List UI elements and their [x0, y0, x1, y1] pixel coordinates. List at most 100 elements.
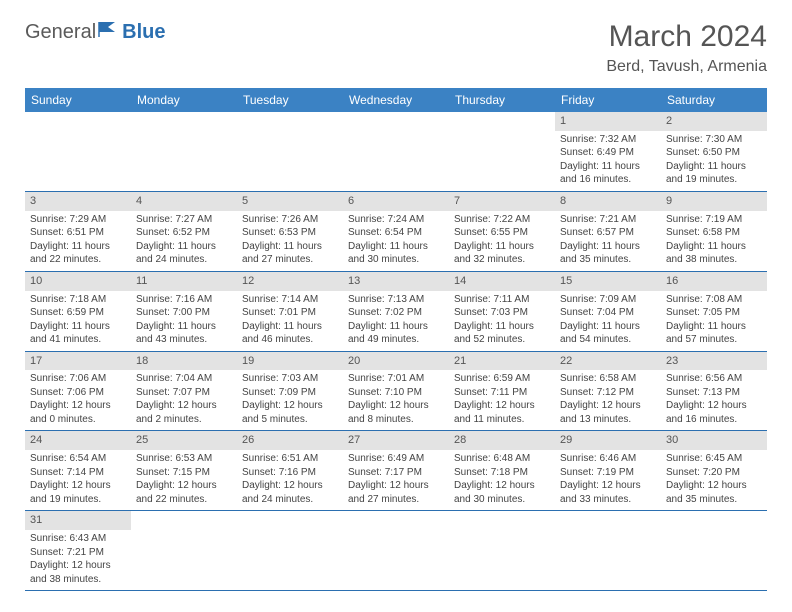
sunset-line: Sunset: 7:10 PM: [348, 386, 444, 400]
daylight-line: Daylight: 11 hours and 49 minutes.: [348, 320, 444, 347]
day-content: Sunrise: 7:11 AMSunset: 7:03 PMDaylight:…: [449, 291, 555, 351]
day-content: Sunrise: 6:49 AMSunset: 7:17 PMDaylight:…: [343, 450, 449, 510]
day-content: Sunrise: 7:27 AMSunset: 6:52 PMDaylight:…: [131, 211, 237, 271]
daylight-line: Daylight: 11 hours and 52 minutes.: [454, 320, 550, 347]
sunrise-line: Sunrise: 7:22 AM: [454, 213, 550, 227]
calendar-cell: 9Sunrise: 7:19 AMSunset: 6:58 PMDaylight…: [661, 191, 767, 271]
day-header: Wednesday: [343, 88, 449, 112]
daylight-line: Daylight: 12 hours and 11 minutes.: [454, 399, 550, 426]
daylight-line: Daylight: 11 hours and 27 minutes.: [242, 240, 338, 267]
day-content: Sunrise: 7:24 AMSunset: 6:54 PMDaylight:…: [343, 211, 449, 271]
calendar-cell: 29Sunrise: 6:46 AMSunset: 7:19 PMDayligh…: [555, 431, 661, 511]
sunrise-line: Sunrise: 7:01 AM: [348, 372, 444, 386]
day-number: 29: [555, 431, 661, 450]
day-header: Saturday: [661, 88, 767, 112]
calendar-cell: [555, 511, 661, 591]
calendar-cell: [25, 112, 131, 191]
sunset-line: Sunset: 7:16 PM: [242, 466, 338, 480]
calendar-cell: [237, 511, 343, 591]
month-title: March 2024: [606, 20, 767, 54]
daylight-line: Daylight: 11 hours and 32 minutes.: [454, 240, 550, 267]
sunset-line: Sunset: 7:15 PM: [136, 466, 232, 480]
daylight-line: Daylight: 12 hours and 30 minutes.: [454, 479, 550, 506]
day-content: Sunrise: 7:03 AMSunset: 7:09 PMDaylight:…: [237, 370, 343, 430]
sunset-line: Sunset: 6:59 PM: [30, 306, 126, 320]
day-header: Monday: [131, 88, 237, 112]
daylight-line: Daylight: 12 hours and 27 minutes.: [348, 479, 444, 506]
calendar-cell: [449, 112, 555, 191]
sunset-line: Sunset: 6:55 PM: [454, 226, 550, 240]
calendar-cell: 22Sunrise: 6:58 AMSunset: 7:12 PMDayligh…: [555, 351, 661, 431]
sunrise-line: Sunrise: 7:03 AM: [242, 372, 338, 386]
day-number: 21: [449, 352, 555, 371]
calendar-row: 31Sunrise: 6:43 AMSunset: 7:21 PMDayligh…: [25, 511, 767, 591]
calendar-row: 3Sunrise: 7:29 AMSunset: 6:51 PMDaylight…: [25, 191, 767, 271]
logo-text-general: General: [25, 21, 96, 44]
daylight-line: Daylight: 11 hours and 24 minutes.: [136, 240, 232, 267]
daylight-line: Daylight: 11 hours and 41 minutes.: [30, 320, 126, 347]
sunset-line: Sunset: 7:03 PM: [454, 306, 550, 320]
sunrise-line: Sunrise: 6:58 AM: [560, 372, 656, 386]
calendar-cell: 24Sunrise: 6:54 AMSunset: 7:14 PMDayligh…: [25, 431, 131, 511]
daylight-line: Daylight: 11 hours and 46 minutes.: [242, 320, 338, 347]
calendar-cell: 14Sunrise: 7:11 AMSunset: 7:03 PMDayligh…: [449, 271, 555, 351]
day-number: 15: [555, 272, 661, 291]
calendar-cell: 26Sunrise: 6:51 AMSunset: 7:16 PMDayligh…: [237, 431, 343, 511]
daylight-line: Daylight: 12 hours and 8 minutes.: [348, 399, 444, 426]
sunset-line: Sunset: 7:14 PM: [30, 466, 126, 480]
calendar-cell: 17Sunrise: 7:06 AMSunset: 7:06 PMDayligh…: [25, 351, 131, 431]
sunset-line: Sunset: 7:13 PM: [666, 386, 762, 400]
daylight-line: Daylight: 12 hours and 24 minutes.: [242, 479, 338, 506]
calendar-cell: 13Sunrise: 7:13 AMSunset: 7:02 PMDayligh…: [343, 271, 449, 351]
daylight-line: Daylight: 12 hours and 35 minutes.: [666, 479, 762, 506]
day-content: Sunrise: 6:48 AMSunset: 7:18 PMDaylight:…: [449, 450, 555, 510]
calendar-cell: [237, 112, 343, 191]
sunrise-line: Sunrise: 7:09 AM: [560, 293, 656, 307]
sunset-line: Sunset: 7:18 PM: [454, 466, 550, 480]
sunset-line: Sunset: 6:57 PM: [560, 226, 656, 240]
day-content: Sunrise: 7:16 AMSunset: 7:00 PMDaylight:…: [131, 291, 237, 351]
sunrise-line: Sunrise: 7:30 AM: [666, 133, 762, 147]
calendar-cell: 10Sunrise: 7:18 AMSunset: 6:59 PMDayligh…: [25, 271, 131, 351]
daylight-line: Daylight: 12 hours and 19 minutes.: [30, 479, 126, 506]
calendar-cell: 7Sunrise: 7:22 AMSunset: 6:55 PMDaylight…: [449, 191, 555, 271]
daylight-line: Daylight: 11 hours and 19 minutes.: [666, 160, 762, 187]
day-content: Sunrise: 6:59 AMSunset: 7:11 PMDaylight:…: [449, 370, 555, 430]
sunrise-line: Sunrise: 6:49 AM: [348, 452, 444, 466]
day-content: Sunrise: 7:22 AMSunset: 6:55 PMDaylight:…: [449, 211, 555, 271]
sunrise-line: Sunrise: 7:04 AM: [136, 372, 232, 386]
calendar-cell: [661, 511, 767, 591]
calendar-cell: [449, 511, 555, 591]
calendar-cell: 23Sunrise: 6:56 AMSunset: 7:13 PMDayligh…: [661, 351, 767, 431]
day-number: 25: [131, 431, 237, 450]
calendar-row: 10Sunrise: 7:18 AMSunset: 6:59 PMDayligh…: [25, 271, 767, 351]
sunrise-line: Sunrise: 7:06 AM: [30, 372, 126, 386]
sunrise-line: Sunrise: 6:53 AM: [136, 452, 232, 466]
calendar-cell: 2Sunrise: 7:30 AMSunset: 6:50 PMDaylight…: [661, 112, 767, 191]
sunrise-line: Sunrise: 6:51 AM: [242, 452, 338, 466]
day-number: 7: [449, 192, 555, 211]
day-number: 18: [131, 352, 237, 371]
calendar-table: SundayMondayTuesdayWednesdayThursdayFrid…: [25, 88, 767, 591]
day-number: 19: [237, 352, 343, 371]
sunrise-line: Sunrise: 7:16 AM: [136, 293, 232, 307]
daylight-line: Daylight: 12 hours and 13 minutes.: [560, 399, 656, 426]
calendar-cell: [343, 511, 449, 591]
calendar-cell: 3Sunrise: 7:29 AMSunset: 6:51 PMDaylight…: [25, 191, 131, 271]
calendar-row: 1Sunrise: 7:32 AMSunset: 6:49 PMDaylight…: [25, 112, 767, 191]
sunrise-line: Sunrise: 7:13 AM: [348, 293, 444, 307]
sunrise-line: Sunrise: 7:27 AM: [136, 213, 232, 227]
daylight-line: Daylight: 12 hours and 5 minutes.: [242, 399, 338, 426]
day-content: Sunrise: 7:19 AMSunset: 6:58 PMDaylight:…: [661, 211, 767, 271]
logo-text-blue: Blue: [122, 21, 165, 44]
daylight-line: Daylight: 12 hours and 0 minutes.: [30, 399, 126, 426]
sunset-line: Sunset: 7:09 PM: [242, 386, 338, 400]
calendar-row: 17Sunrise: 7:06 AMSunset: 7:06 PMDayligh…: [25, 351, 767, 431]
sunrise-line: Sunrise: 6:46 AM: [560, 452, 656, 466]
day-number: 31: [25, 511, 131, 530]
day-header-row: SundayMondayTuesdayWednesdayThursdayFrid…: [25, 88, 767, 112]
day-number: 6: [343, 192, 449, 211]
sunrise-line: Sunrise: 7:21 AM: [560, 213, 656, 227]
sunset-line: Sunset: 7:19 PM: [560, 466, 656, 480]
day-content: Sunrise: 7:06 AMSunset: 7:06 PMDaylight:…: [25, 370, 131, 430]
